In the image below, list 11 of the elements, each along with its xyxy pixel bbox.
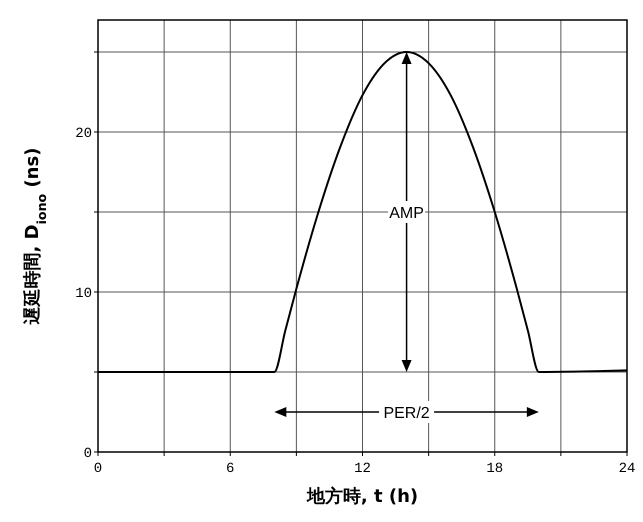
y-tick-label: 20 (75, 126, 92, 142)
y-tick-label: 0 (84, 446, 92, 462)
x-tick-label: 0 (94, 461, 102, 477)
y-tick-label: 10 (75, 286, 92, 302)
x-axis-title: 地方時, t (h) (306, 486, 418, 507)
x-tick-label: 24 (618, 461, 636, 477)
annotation: AMP (389, 205, 424, 222)
x-tick-label: 18 (486, 461, 504, 477)
x-tick-label: 12 (354, 461, 371, 477)
annotation: PER/2 (383, 405, 430, 422)
x-tick-label: 6 (226, 461, 234, 477)
